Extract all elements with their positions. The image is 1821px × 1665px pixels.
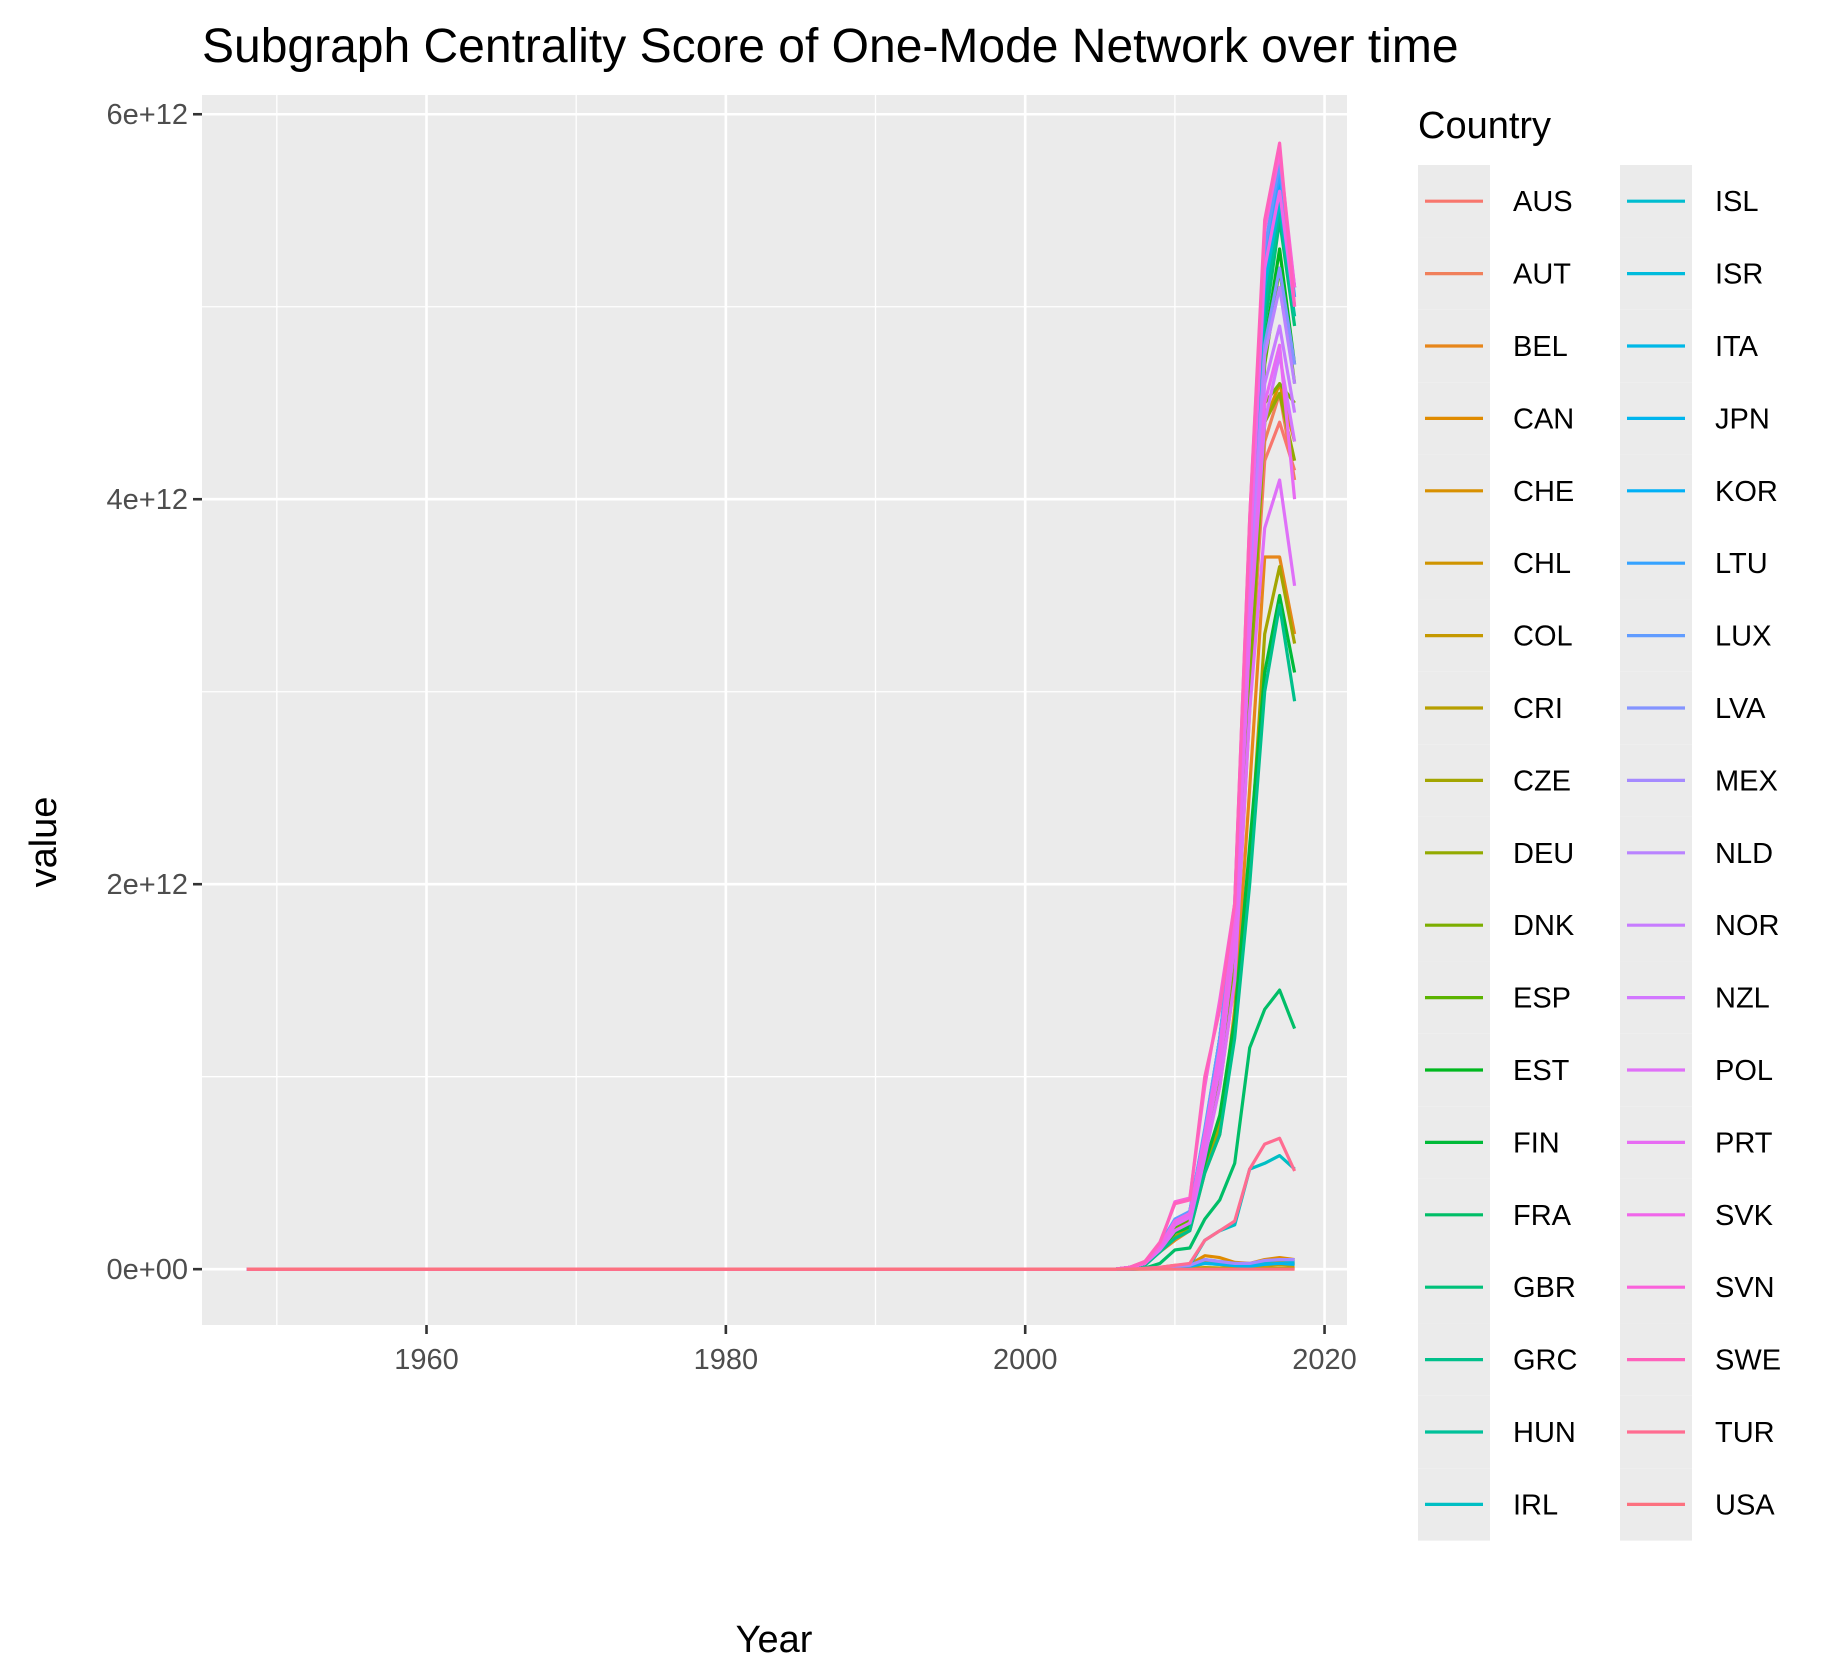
legend-label-jpn: JPN (1715, 403, 1770, 435)
legend-label-col: COL (1513, 621, 1573, 653)
y-tick-label: 2e+12 (107, 869, 188, 901)
legend-label-chl: CHL (1513, 548, 1571, 580)
legend-label-grc: GRC (1513, 1345, 1577, 1377)
legend-label-lva: LVA (1715, 693, 1766, 725)
legend-label-pol: POL (1715, 1055, 1773, 1087)
y-tick-label: 0e+00 (107, 1254, 188, 1286)
legend-label-hun: HUN (1513, 1417, 1576, 1449)
legend-label-cze: CZE (1513, 765, 1571, 797)
legend-label-mex: MEX (1715, 765, 1778, 797)
legend-label-can: CAN (1513, 403, 1574, 435)
y-axis-title: value (23, 797, 65, 888)
y-tick-label: 4e+12 (107, 484, 188, 516)
legend-label-aus: AUS (1513, 186, 1573, 218)
legend-label-esp: ESP (1513, 983, 1571, 1015)
legend-label-isl: ISL (1715, 186, 1759, 218)
legend-label-swe: SWE (1715, 1345, 1781, 1377)
legend-label-fra: FRA (1513, 1200, 1572, 1232)
legend-label-fin: FIN (1513, 1127, 1560, 1159)
x-tick-label: 2000 (993, 1344, 1058, 1376)
legend-label-svn: SVN (1715, 1272, 1775, 1304)
x-axis-title: Year (736, 1619, 813, 1661)
grid-lines (202, 95, 1347, 1325)
legend-label-aut: AUT (1513, 259, 1571, 291)
legend-label-ltu: LTU (1715, 548, 1768, 580)
y-tick-label: 6e+12 (107, 99, 188, 131)
legend: Country AUS AUT BEL CAN CHE CHL COL CRI CZE DEU DN… (1418, 105, 1781, 1541)
legend-label-dnk: DNK (1513, 910, 1575, 942)
chart-title: Subgraph Centrality Score of One-Mode Ne… (202, 20, 1459, 73)
legend-label-irl: IRL (1513, 1489, 1558, 1521)
legend-title: Country (1418, 105, 1551, 147)
legend-label-nld: NLD (1715, 838, 1773, 870)
legend-label-ita: ITA (1715, 331, 1759, 363)
legend-label-kor: KOR (1715, 476, 1778, 508)
legend-label-est: EST (1513, 1055, 1570, 1087)
legend-label-bel: BEL (1513, 331, 1568, 363)
legend-label-nor: NOR (1715, 910, 1779, 942)
series-lines (246, 141, 1297, 1271)
legend-label-prt: PRT (1715, 1127, 1773, 1159)
legend-label-nzl: NZL (1715, 983, 1770, 1015)
axes: 1960 1980 2000 2020 0e+00 2e+12 4e+12 6e+12 (107, 99, 1357, 1376)
legend-label-usa: USA (1715, 1489, 1775, 1521)
legend-label-tur: TUR (1715, 1417, 1775, 1449)
legend-label-deu: DEU (1513, 838, 1574, 870)
x-tick-label: 2020 (1292, 1344, 1357, 1376)
legend-label-lux: LUX (1715, 621, 1771, 653)
plot-panel (202, 95, 1347, 1325)
legend-label-svk: SVK (1715, 1200, 1774, 1232)
legend-label-isr: ISR (1715, 259, 1763, 291)
legend-label-gbr: GBR (1513, 1272, 1576, 1304)
x-tick-label: 1960 (394, 1344, 459, 1376)
x-tick-label: 1980 (694, 1344, 759, 1376)
legend-label-che: CHE (1513, 476, 1574, 508)
legend-label-cri: CRI (1513, 693, 1563, 725)
